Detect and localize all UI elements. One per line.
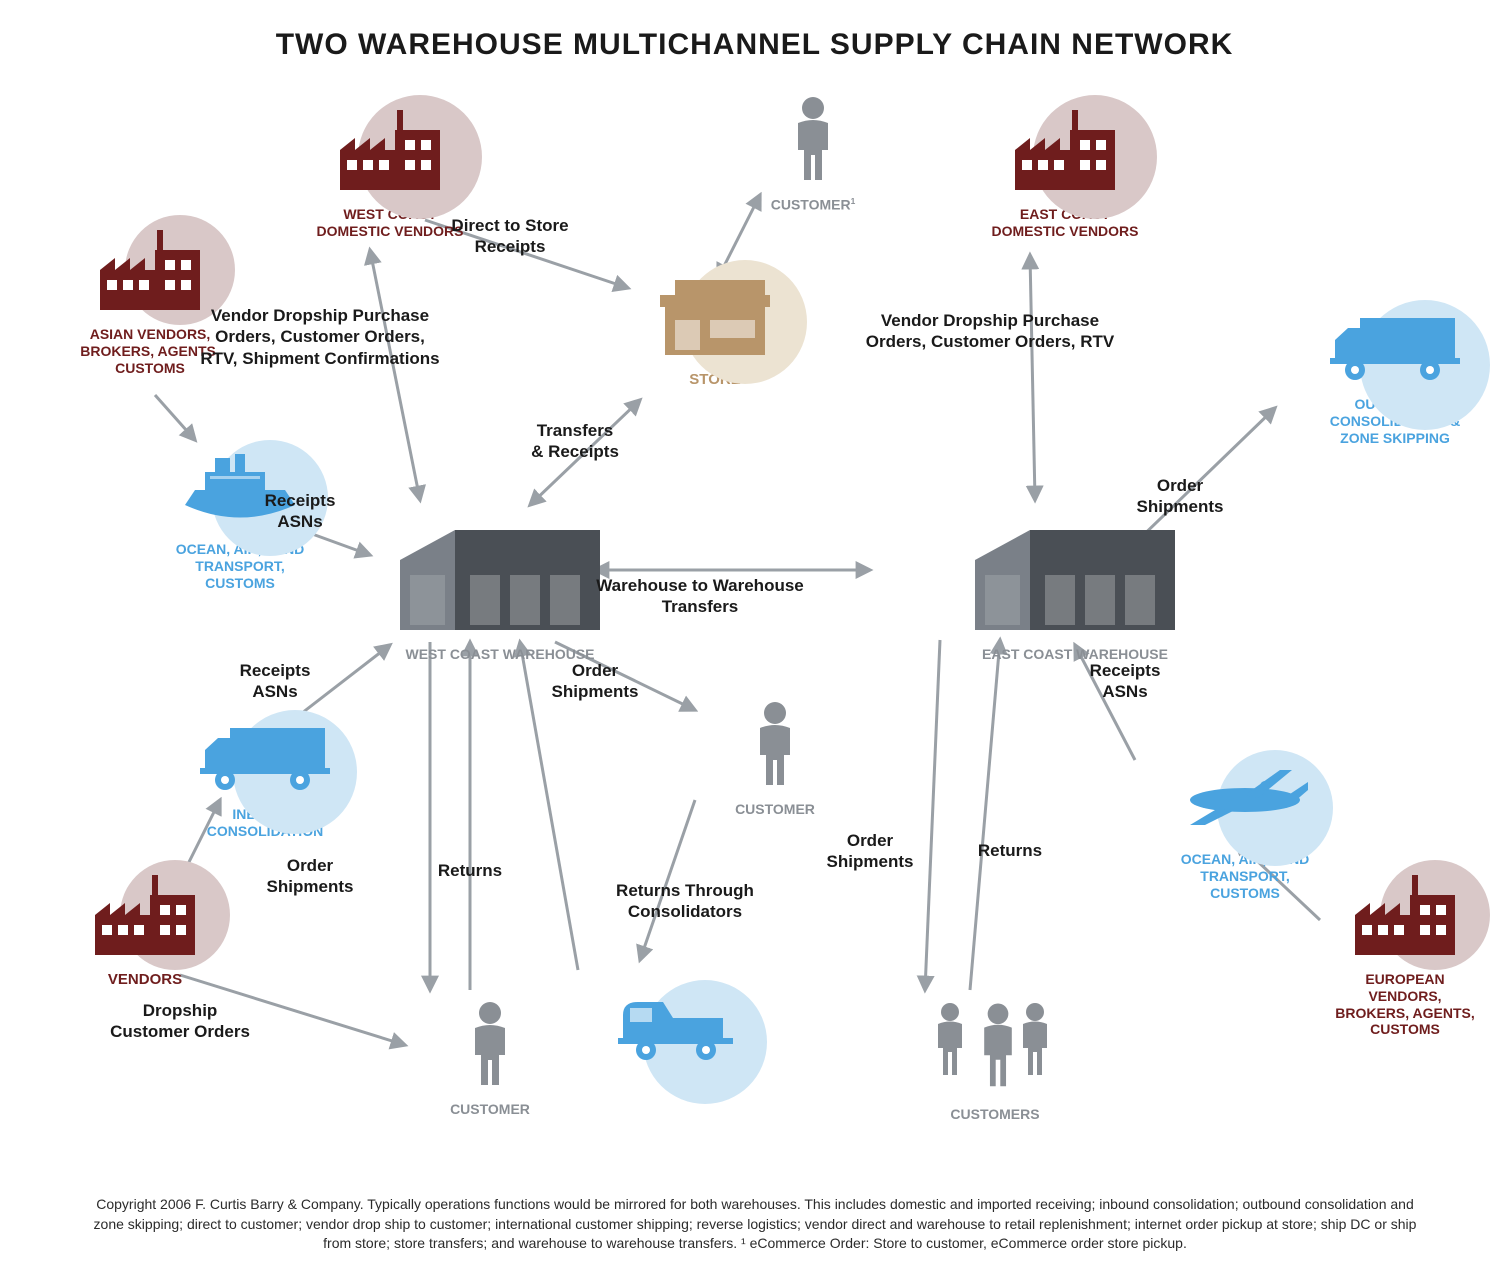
customer_top-label: CUSTOMER1 [738,196,888,213]
edge-label-order_ship_nw: OrderShipments [455,660,735,703]
edge-label-direct_to_store: Direct to StoreReceipts [370,215,650,258]
node-customer_bl: CUSTOMER [415,1000,565,1118]
ec_warehouse-icon [975,520,1175,640]
edge-label-order_ship_outbound: OrderShipments [1040,475,1320,518]
node-eu_vendors: EUROPEAN VENDORS,BROKERS, AGENTS,CUSTOMS [1330,870,1480,1038]
edge-label-warehouse_transfers: Warehouse to WarehouseTransfers [560,575,840,618]
node-consolidator [600,990,750,1070]
customer_top-icon [748,95,878,190]
node-ec_vendors: EAST COASTDOMESTIC VENDORS [990,105,1140,240]
node-outbound: OUTBOUNDCONSOLIDATION &ZONE SKIPPING [1320,310,1470,446]
eu_vendors-icon [1340,870,1470,965]
edge-label-receipts_asns_nw: ReceiptsASNs [160,490,440,533]
customer_bl-label: CUSTOMER [415,1101,565,1118]
diagram-title: TWO WAREHOUSE MULTICHANNEL SUPPLY CHAIN … [0,28,1509,62]
footer-text: Copyright 2006 F. Curtis Barry & Company… [90,1195,1420,1254]
outbound-icon [1330,310,1460,390]
diagram-canvas: TWO WAREHOUSE MULTICHANNEL SUPPLY CHAIN … [0,0,1509,1275]
customer_mid-icon [710,700,840,795]
node-customers_group: CUSTOMERS [920,1000,1070,1123]
edge-label-receipts_asns_sw: ReceiptsASNs [135,660,415,703]
ec_vendors-icon [1000,105,1130,200]
node-store: STORE [640,270,790,389]
edge-label-returns_east: Returns [870,840,1150,861]
node-customer_top: CUSTOMER1 [738,95,888,213]
edge-label-vendor_dropship_east: Vendor Dropship PurchaseOrders, Customer… [850,310,1130,353]
edge-label-receipts_asns_east: ReceiptsASNs [985,660,1265,703]
edge-label-returns_through: Returns ThroughConsolidators [545,880,825,923]
customers_group-label: CUSTOMERS [920,1106,1070,1123]
edge-label-transfers_receipts: Transfers& Receipts [435,420,715,463]
eu_vendors-label: EUROPEAN VENDORS,BROKERS, AGENTS,CUSTOMS [1330,971,1480,1038]
node-customer_mid: CUSTOMER [700,700,850,818]
edge-label-dropship_orders: DropshipCustomer Orders [40,1000,320,1043]
vendors_plain-label: VENDORS [70,971,220,989]
consolidator-icon [610,990,740,1070]
customer_bl-icon [425,1000,555,1095]
edge-label-vendor_dropship_west: Vendor Dropship PurchaseOrders, Customer… [180,305,460,369]
customers_group-icon [930,1000,1060,1100]
edge-label-returns_west: Returns [330,860,610,881]
inbound-icon [200,720,330,800]
customer_mid-label: CUSTOMER [700,801,850,818]
node-inbound: INBOUNDCONSOLIDATION [190,720,340,840]
node-ocean_east: OCEAN, AIR, LANDTRANSPORT, CUSTOMS [1170,760,1320,901]
node-ec_warehouse: EAST COAST WAREHOUSE [975,520,1175,663]
wc_vendors-icon [325,105,455,200]
store-icon [650,270,780,365]
ocean_east-icon [1180,760,1310,845]
